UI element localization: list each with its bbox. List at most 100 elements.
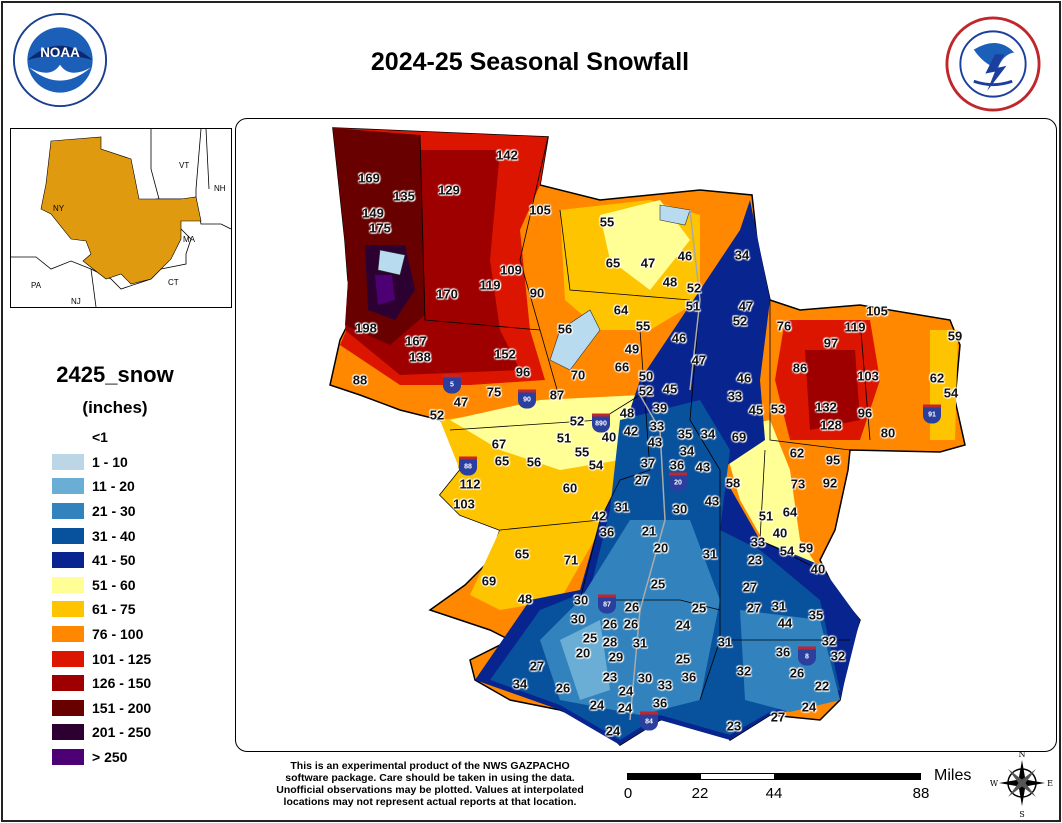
snowfall-value-label: 26 (602, 616, 618, 632)
interstate-shield-icon: 88 (459, 456, 477, 476)
snowfall-value-label: 129 (438, 182, 460, 198)
snowfall-value-label: 24 (605, 723, 621, 739)
snowfall-value-label: 65 (514, 546, 530, 562)
snowfall-value-label: 36 (775, 644, 791, 660)
snowfall-value-label: 33 (750, 534, 766, 550)
region-126-150-east (805, 350, 860, 430)
legend-swatch (52, 699, 84, 716)
compass-w: W (990, 779, 999, 788)
snowfall-value-label: 31 (771, 598, 787, 614)
snowfall-value-label: 52 (569, 413, 585, 429)
legend: <1 1 - 10 11 - 20 21 - 30 31 - 40 41 - 50 51 -… (52, 425, 151, 769)
snowfall-value-label: 20 (575, 645, 591, 661)
snowfall-value-label: 86 (792, 360, 808, 376)
snowfall-value-label: 46 (736, 370, 752, 386)
snowfall-value-label: 27 (529, 658, 545, 674)
snowfall-value-label: 33 (727, 388, 743, 404)
snowfall-value-label: 128 (820, 417, 842, 433)
snowfall-value-label: 54 (943, 385, 959, 401)
snowfall-value-label: 87 (549, 387, 565, 403)
snowfall-value-label: 20 (653, 540, 669, 556)
snowfall-value-label: 105 (529, 202, 551, 218)
snowfall-value-label: 53 (770, 401, 786, 417)
snowfall-value-label: 56 (557, 321, 573, 337)
snowfall-value-label: 32 (821, 633, 837, 649)
snowfall-value-label: 55 (574, 444, 590, 460)
snowfall-value-label: 198 (355, 320, 377, 336)
snowfall-value-label: 30 (672, 501, 688, 517)
snowfall-value-label: 59 (947, 328, 963, 344)
lakes-and-rivers (377, 204, 691, 371)
interstate-shield-icon: 890 (592, 413, 610, 433)
scale-bar (627, 773, 921, 780)
snowfall-value-label: 24 (617, 700, 633, 716)
snowfall-value-label: 30 (570, 611, 586, 627)
snowfall-value-label: 32 (830, 648, 846, 664)
snowfall-value-label: 29 (608, 649, 624, 665)
snowfall-value-label: 42 (623, 423, 639, 439)
legend-item: 126 - 150 (52, 671, 151, 696)
legend-item: 61 - 75 (52, 597, 151, 622)
legend-label: 126 - 150 (92, 675, 152, 692)
legend-label: 51 - 60 (92, 576, 136, 593)
legend-title: 2425_snow (56, 362, 174, 387)
snowfall-value-label: 103 (453, 496, 475, 512)
snowfall-value-label: 109 (500, 262, 522, 278)
snowfall-value-label: 51 (556, 430, 572, 446)
snowfall-value-label: 64 (613, 302, 629, 318)
legend-item: 76 - 100 (52, 622, 151, 647)
snowfall-value-label: 40 (601, 429, 617, 445)
region-11-20 (560, 620, 610, 700)
legend-swatch (52, 650, 84, 667)
legend-label: 151 - 200 (92, 699, 152, 716)
snowfall-value-label: 48 (517, 591, 533, 607)
legend-swatch (52, 429, 84, 446)
region-51-60-north (600, 200, 690, 290)
snowfall-value-label: 96 (857, 405, 873, 421)
snowfall-value-label: 34 (734, 247, 750, 263)
snowfall-value-label: 23 (726, 718, 742, 734)
snowfall-value-label: 80 (880, 425, 896, 441)
legend-item: > 250 (52, 745, 151, 770)
snowfall-value-label: 132 (815, 399, 837, 415)
snowfall-value-label: 50 (638, 368, 654, 384)
snowfall-value-label: 36 (652, 695, 668, 711)
legend-swatch (52, 527, 84, 544)
legend-swatch (52, 453, 84, 470)
legend-swatch (52, 749, 84, 766)
snowfall-value-label: 88 (352, 372, 368, 388)
snowfall-value-label: 36 (599, 524, 615, 540)
snowfall-value-label: 47 (738, 298, 754, 314)
svg-text:NOAA: NOAA (40, 45, 80, 60)
legend-swatch (52, 576, 84, 593)
snowfall-value-label: 27 (742, 579, 758, 595)
snowfall-value-label: 75 (486, 384, 502, 400)
snowfall-value-label: 26 (623, 616, 639, 632)
snowfall-value-label: 52 (732, 313, 748, 329)
legend-label: 31 - 40 (92, 527, 136, 544)
snowfall-value-label: 39 (652, 400, 668, 416)
snowfall-value-label: 103 (857, 368, 879, 384)
snowfall-value-label: 64 (782, 504, 798, 520)
snowfall-value-label: 25 (691, 600, 707, 616)
snowfall-value-label: 32 (736, 663, 752, 679)
snowfall-value-label: 152 (494, 346, 516, 362)
snowfall-value-label: 25 (675, 651, 691, 667)
scale-tick-0: 0 (623, 785, 633, 802)
snowfall-value-label: 25 (582, 630, 598, 646)
snowfall-value-label: 24 (618, 683, 634, 699)
snowfall-value-label: 23 (602, 669, 618, 685)
legend-label: 21 - 30 (92, 503, 136, 520)
legend-item: 1 - 10 (52, 450, 151, 475)
inset-highlight-region (40, 136, 202, 285)
snowfall-value-label: 26 (624, 599, 640, 615)
snowfall-value-label: 47 (453, 394, 469, 410)
compass-s: S (1019, 810, 1024, 818)
legend-item: 41 - 50 (52, 548, 151, 573)
snowfall-value-label: 43 (704, 493, 720, 509)
snowfall-value-label: 46 (671, 330, 687, 346)
snowfall-value-label: 36 (681, 669, 697, 685)
snowfall-value-label: 47 (640, 255, 656, 271)
